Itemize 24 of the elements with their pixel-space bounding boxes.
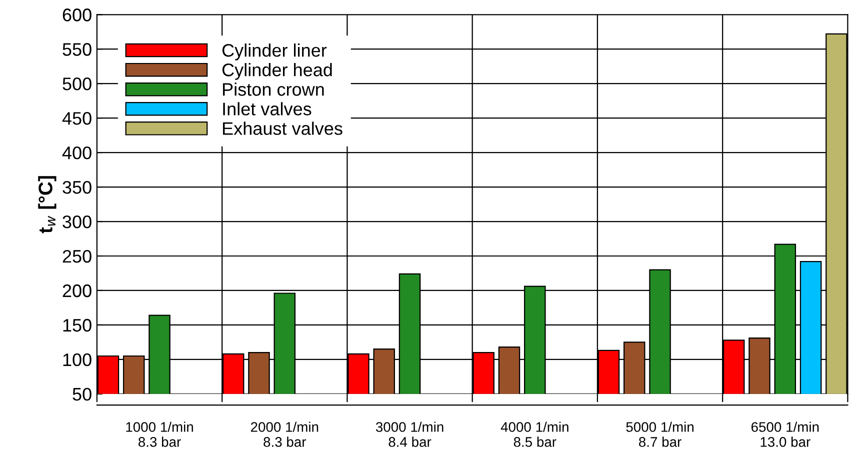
y-tick-label: 600 [62,8,92,22]
y-axis-title: t$_{w}$ [°C] [38,176,56,234]
x-tick-label: 4000 1/min 8.5 bar [500,422,568,447]
x-tick-label: 2000 1/min 8.3 bar [250,422,318,447]
y-tick-label: 50 [72,388,92,401]
y-tick-label: 450 [62,112,92,125]
x-tick-label: 3000 1/min 8.4 bar [376,422,444,447]
y-tick-label: 400 [62,146,92,160]
legend-label: Cylinder liner [222,44,327,60]
y-tick-label: 250 [62,250,92,263]
y-tick-label: 350 [62,180,92,194]
y-tick-label: 200 [62,284,92,298]
x-tick-label: 5000 1/min 8.7 bar [626,422,694,447]
x-tick-label: 1000 1/min 8.3 bar [126,422,193,447]
y-tick-label: 150 [63,318,92,332]
legend-label: Piston crown [223,82,324,96]
y-tick-label: 550 [62,43,92,56]
x-tick-label: 6500 1/min 13.0 bar [751,422,819,447]
legend-label: Cylinder head [222,63,332,80]
y-tick-label: 100 [63,353,92,366]
y-tick-label: 500 [62,78,92,90]
legend-label: Exhaust valves [223,122,342,135]
y-tick-label: 300 [62,215,92,228]
legend-label: Inlet valves [223,102,312,116]
